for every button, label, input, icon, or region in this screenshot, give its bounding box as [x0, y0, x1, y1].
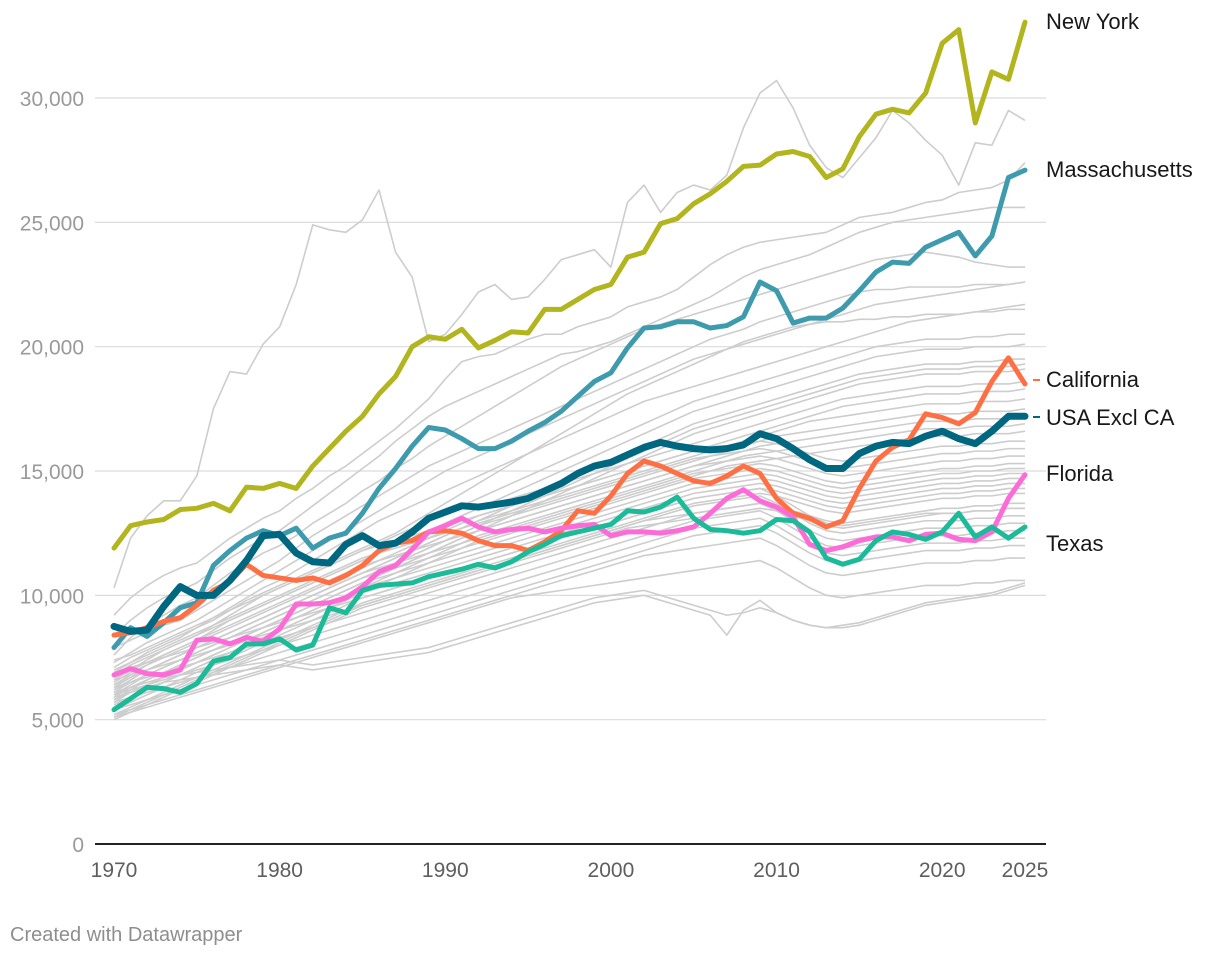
series-line-bg-24	[113, 462, 1025, 686]
series-line-bg-21	[113, 440, 1025, 661]
series-line-bg-25	[113, 467, 1025, 691]
gridlines	[95, 97, 1046, 721]
y-tick-label-10000: 10,000	[20, 585, 84, 608]
x-tick-label-1990: 1990	[422, 859, 469, 882]
y-axis-ticks: 0 5,000 10,000 15,000 20,000 25,000 30,000	[20, 88, 84, 857]
series-line-bg-42	[113, 584, 1026, 699]
series-line-bg-30	[113, 492, 1025, 716]
x-tick-label-2020: 2020	[919, 859, 966, 882]
highlighted-series-lines	[110, 19, 1029, 713]
label-texas: Texas	[1046, 531, 1103, 556]
series-line-bg-8	[113, 308, 1025, 669]
series-line-bg-32	[113, 507, 1025, 721]
label-usa-excl-ca: USA Excl CA	[1046, 405, 1175, 430]
series-line-new-york	[111, 19, 1028, 551]
series-line-bg-3	[113, 206, 1025, 636]
series-line-bg-7	[113, 303, 1026, 674]
x-axis-ticks: 1970 1980 1990 2000 2010 2020 2025	[91, 859, 1049, 882]
series-line-bg-6	[113, 281, 1026, 664]
x-tick-label-1980: 1980	[256, 859, 303, 882]
datawrapper-credit: Created with Datawrapper	[10, 924, 243, 946]
y-tick-label-0: 0	[72, 834, 84, 857]
label-massachusetts: Massachusetts	[1046, 157, 1193, 182]
series-line-usa-excl-ca	[110, 412, 1029, 635]
y-tick-label-5000: 5,000	[31, 710, 84, 733]
y-tick-label-30000: 30,000	[20, 88, 84, 111]
x-tick-label-2025: 2025	[1002, 859, 1049, 882]
label-new-york: New York	[1046, 9, 1140, 34]
series-line-massachusetts	[111, 167, 1028, 651]
label-california: California	[1046, 367, 1140, 392]
series-line-bg-37	[113, 517, 1025, 704]
y-tick-label-20000: 20,000	[20, 337, 84, 360]
series-line-texas	[111, 494, 1028, 713]
series-line-california	[111, 355, 1028, 638]
x-tick-label-2000: 2000	[588, 859, 635, 882]
series-end-labels: New York Massachusetts California USA Ex…	[1033, 9, 1193, 556]
background-series-lines	[113, 79, 1026, 721]
series-line-bg-1	[113, 79, 1026, 589]
series-line-bg-2	[113, 162, 1026, 616]
x-tick-label-2010: 2010	[753, 859, 800, 882]
y-tick-label-15000: 15,000	[20, 461, 84, 484]
series-line-bg-5	[113, 281, 1026, 649]
series-line-florida	[111, 472, 1028, 678]
series-line-bg-41	[113, 582, 1026, 694]
x-tick-label-1970: 1970	[91, 859, 138, 882]
series-line-bg-39	[113, 537, 1025, 716]
series-line-bg-40	[113, 559, 1025, 718]
label-florida: Florida	[1046, 461, 1114, 486]
series-line-bg-4	[113, 251, 1025, 656]
series-line-bg-38	[113, 524, 1025, 711]
series-line-bg-23	[113, 455, 1025, 679]
y-tick-label-25000: 25,000	[20, 212, 84, 235]
series-line-bg-34	[113, 495, 1025, 681]
